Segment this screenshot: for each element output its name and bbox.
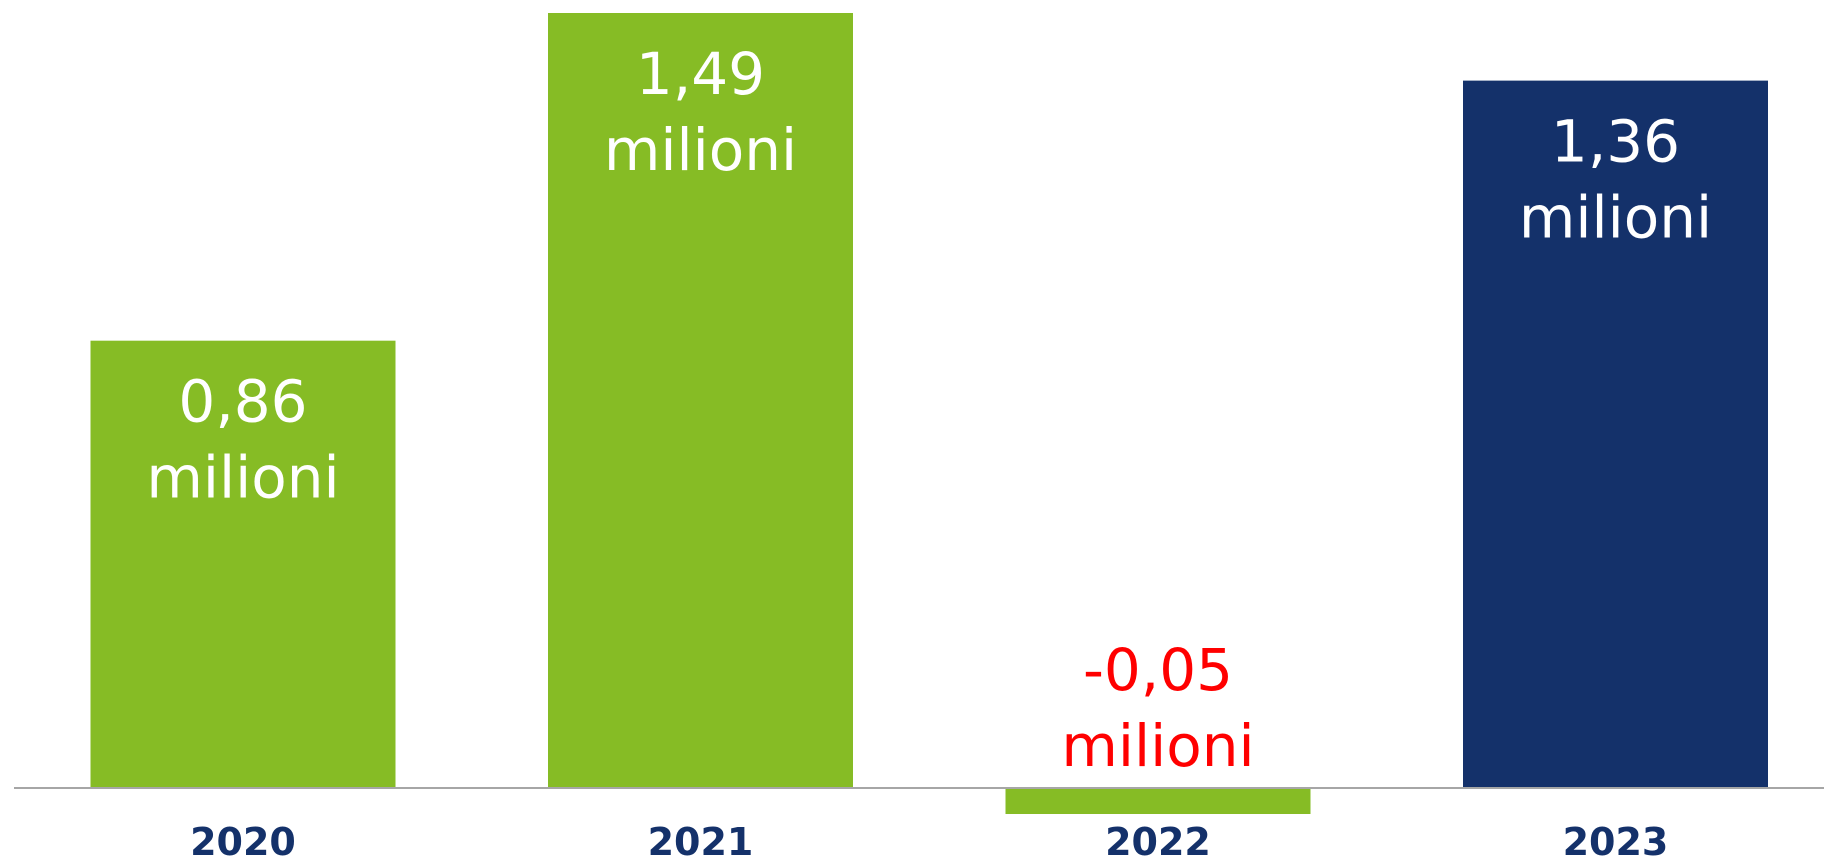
bar-2023 (1463, 80, 1768, 789)
bar-2020 (90, 340, 396, 788)
x-tick-labels-group: 2020 2021 2022 2023 (190, 820, 1668, 859)
data-label-value: 1,36 (1551, 108, 1680, 176)
data-label-value: 0,86 (178, 368, 307, 436)
data-label-value: -0,05 (1083, 636, 1233, 704)
x-tick-label-2022: 2022 (1105, 820, 1211, 859)
data-label-unit: milioni (1061, 712, 1254, 780)
data-label-unit: milioni (1519, 184, 1712, 252)
x-tick-label-2020: 2020 (190, 820, 296, 859)
bars-group (90, 13, 1768, 815)
data-label-2020: 0,86 milioni (146, 368, 339, 512)
data-label-unit: milioni (604, 116, 797, 184)
bar-2022 (1005, 788, 1311, 815)
x-tick-label-2023: 2023 (1563, 820, 1669, 859)
x-tick-label-2021: 2021 (648, 820, 754, 859)
data-label-2022: -0,05 milioni (1061, 636, 1254, 780)
bar-2021 (548, 13, 853, 788)
data-label-value: 1,49 (636, 40, 765, 108)
data-label-unit: milioni (146, 444, 339, 512)
data-label-2023: 1,36 milioni (1519, 108, 1712, 252)
data-labels-group: 0,86 milioni 1,49 milioni -0,05 milioni 1,36 mi… (146, 40, 1712, 780)
data-label-2021: 1,49 milioni (604, 40, 797, 184)
